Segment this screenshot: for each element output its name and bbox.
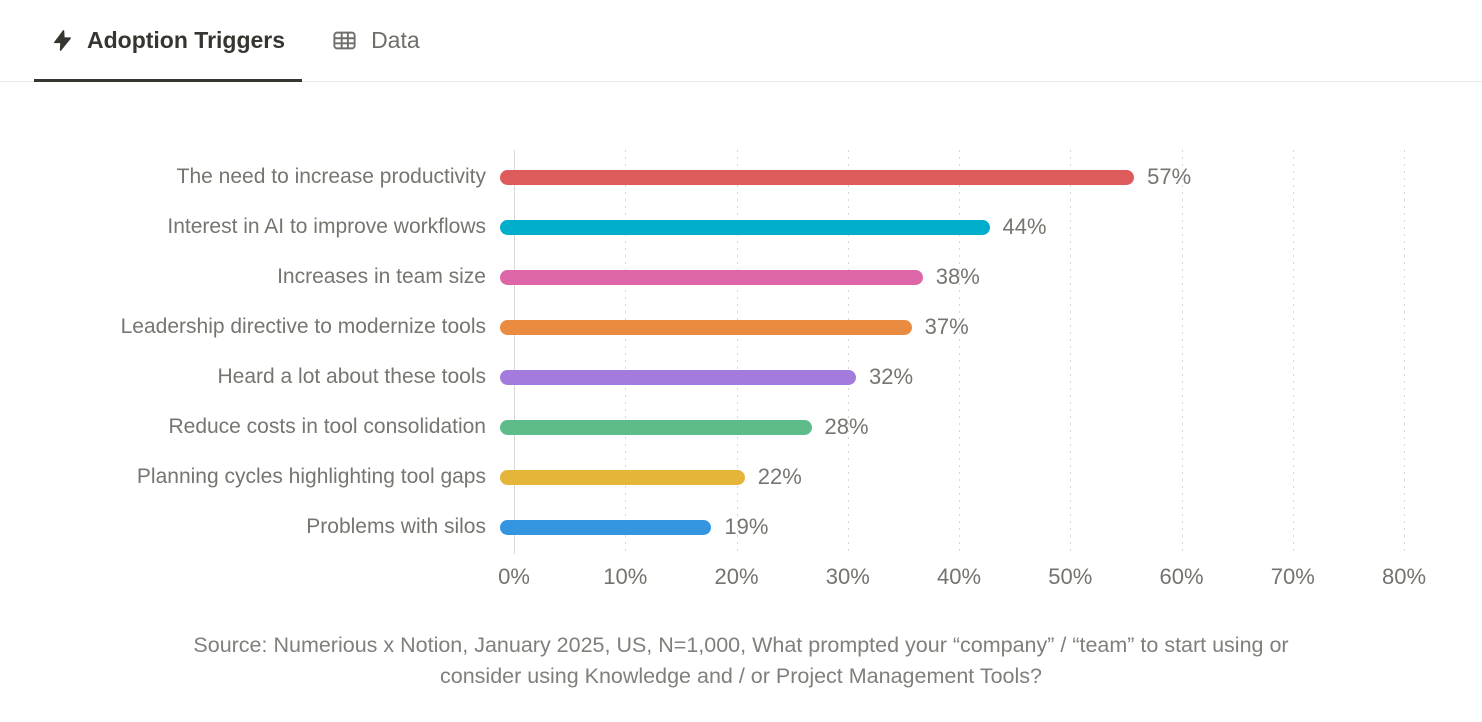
x-tick-label: 40% — [936, 564, 982, 589]
bar-value-label: 44% — [1002, 214, 1047, 239]
table-icon — [331, 27, 358, 54]
bar-value-label: 19% — [724, 514, 769, 539]
chart-row: Leadership directive to modernize tools 3… — [40, 302, 1404, 352]
bar[interactable] — [500, 519, 712, 535]
tab-data[interactable]: Data — [314, 0, 437, 81]
x-tick-label: 30% — [825, 564, 870, 589]
category-label: Leadership directive to modernize tools — [120, 315, 486, 338]
bar-value-label: 38% — [935, 264, 980, 289]
chart-row: Planning cycles highlighting tool gaps 22… — [40, 452, 1404, 502]
category-label: Interest in AI to improve workflows — [167, 215, 486, 238]
bar-value-label: 37% — [924, 314, 969, 339]
bar[interactable] — [500, 419, 812, 435]
tab-label: Adoption Triggers — [87, 27, 286, 53]
category-label: Problems with silos — [306, 515, 486, 538]
bar-value-label: 32% — [869, 364, 914, 389]
bar[interactable] — [500, 369, 856, 385]
source-caption: Source: Numerious x Notion, January 2025… — [61, 630, 1421, 692]
category-label: Heard a lot about these tools — [217, 365, 486, 388]
lightning-icon — [51, 29, 74, 52]
bar[interactable] — [500, 269, 923, 285]
gridline — [1404, 150, 1405, 554]
tab-label: Data — [371, 27, 420, 53]
chart-row: Interest in AI to improve workflows 44% — [40, 202, 1404, 252]
bar-value-label: 57% — [1147, 164, 1192, 189]
chart-row: The need to increase productivity 57% — [40, 152, 1404, 202]
bar[interactable] — [500, 319, 912, 335]
category-label: Planning cycles highlighting tool gaps — [136, 465, 486, 488]
source-caption-line2: consider using Knowledge and / or Projec… — [440, 664, 1042, 688]
x-tick-label: 20% — [714, 564, 759, 589]
bar[interactable] — [500, 219, 990, 235]
category-label: Reduce costs in tool consolidation — [168, 415, 486, 438]
x-axis: 0% 10% 20% 30% 40% 50% 60% 70% 80% — [498, 564, 1426, 600]
source-caption-line1: Source: Numerious x Notion, January 2025… — [193, 633, 1289, 657]
category-label: Increases in team size — [277, 265, 486, 288]
x-tick-label: 70% — [1270, 564, 1315, 589]
tab-bar: Adoption Triggers Data — [0, 0, 1482, 82]
bar-value-label: 22% — [757, 464, 802, 489]
chart-row: Heard a lot about these tools 32% — [40, 352, 1404, 402]
x-tick-label: 0% — [498, 564, 530, 589]
chart-row: Reduce costs in tool consolidation 28% — [40, 402, 1404, 452]
x-tick-label: 10% — [603, 564, 648, 589]
chart-row: Increases in team size 38% — [40, 252, 1404, 302]
bar-value-label: 28% — [824, 414, 869, 439]
bar[interactable] — [500, 469, 745, 485]
category-label: The need to increase productivity — [176, 165, 486, 188]
chart-row: Problems with silos 19% — [40, 502, 1404, 552]
x-tick-label: 60% — [1159, 564, 1204, 589]
bar[interactable] — [500, 169, 1135, 185]
x-tick-label: 80% — [1381, 564, 1427, 589]
bar-chart: The need to increase productivity 57% Inte… — [40, 150, 1426, 600]
tab-adoption-triggers[interactable]: Adoption Triggers — [34, 0, 303, 82]
x-tick-label: 50% — [1048, 564, 1093, 589]
